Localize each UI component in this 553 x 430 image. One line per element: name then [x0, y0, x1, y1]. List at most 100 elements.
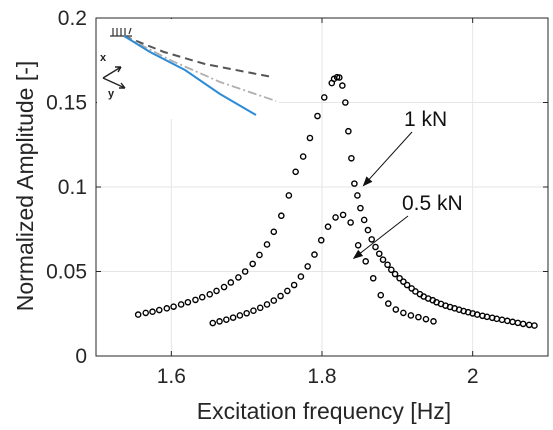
y-tick-label: 0.2: [58, 7, 87, 30]
inset-diagram: xy: [97, 19, 279, 119]
y-tick-label: 0.1: [58, 176, 87, 199]
data-point: [213, 287, 220, 295]
annotation-arrow: [352, 215, 409, 259]
series-2: [209, 211, 437, 327]
data-point: [284, 287, 291, 295]
annotation-label: 0.5 kN: [402, 192, 463, 215]
annotations: 1 kN 0.5 kN: [352, 108, 463, 259]
data-point: [243, 309, 250, 317]
data-point: [142, 309, 150, 317]
data-point: [375, 250, 383, 258]
y-tick-label: 0.15: [46, 92, 87, 115]
data-point: [351, 180, 358, 187]
data-point: [317, 236, 325, 244]
data-point: [198, 293, 206, 301]
data-point: [379, 256, 387, 263]
data-point: [155, 306, 163, 314]
data-point: [235, 274, 242, 281]
inset-background: [97, 19, 279, 119]
data-point: [369, 274, 377, 282]
data-point: [324, 223, 332, 231]
data-point: [263, 301, 271, 308]
data-point: [134, 311, 142, 318]
x-axis-title: Excitation frequency [Hz]: [197, 398, 451, 424]
data-point: [531, 322, 538, 329]
data-point: [292, 168, 299, 176]
data-point: [430, 318, 437, 325]
data-point: [332, 214, 339, 221]
data-point: [357, 204, 364, 212]
data-point: [509, 318, 516, 326]
data-point: [227, 279, 235, 286]
data-point: [177, 301, 185, 308]
clamp-support-icon: [110, 27, 132, 37]
data-point: [220, 283, 228, 291]
data-point: [372, 243, 379, 251]
annotation-arrow: [362, 131, 413, 187]
data-point: [354, 242, 362, 249]
data-point: [384, 261, 391, 269]
data-series: [134, 73, 538, 329]
data-point: [304, 263, 311, 270]
data-point: [345, 127, 352, 135]
inset-dashdot-line: [123, 35, 277, 102]
data-point: [360, 216, 368, 224]
data-point: [297, 273, 305, 280]
data-point: [206, 291, 214, 298]
data-point: [290, 281, 298, 289]
axis-ticks: 1.6 1.8 2 0 0.05 0.1 0.15 0.2: [46, 7, 548, 388]
data-point: [163, 305, 171, 312]
data-point: [270, 228, 278, 236]
data-point: [299, 153, 307, 160]
data-point: [396, 274, 403, 282]
data-point: [504, 317, 511, 325]
y-tick-label: 0: [75, 345, 87, 368]
data-point: [354, 192, 361, 199]
data-point: [368, 236, 376, 243]
x-tick-label: 1.6: [157, 365, 186, 388]
data-point: [384, 300, 392, 307]
data-point: [364, 226, 372, 234]
series-1: [134, 73, 538, 329]
data-point: [277, 292, 284, 300]
data-point: [320, 94, 328, 101]
data-point: [339, 82, 346, 89]
y-tick-label: 0.05: [46, 261, 87, 284]
data-point: [170, 303, 177, 310]
data-point: [400, 309, 407, 317]
data-point: [525, 321, 533, 329]
data-point: [306, 134, 314, 142]
y-axis-title: Normalized Amplitude [-]: [12, 61, 38, 312]
data-point: [347, 219, 354, 226]
data-point: [348, 154, 355, 162]
data-point: [415, 313, 422, 321]
data-point: [236, 312, 244, 319]
data-point: [519, 320, 527, 328]
data-point: [209, 319, 217, 327]
data-point: [392, 306, 400, 313]
inset-solid-line: [123, 35, 257, 116]
data-point: [498, 316, 506, 324]
data-point: [263, 241, 271, 248]
data-point: [241, 268, 249, 275]
data-point: [400, 278, 407, 285]
data-point: [256, 304, 264, 312]
data-point: [391, 270, 399, 278]
data-point: [362, 258, 369, 265]
data-point: [184, 298, 192, 306]
data-point: [311, 251, 318, 258]
data-point: [270, 297, 278, 304]
x-tick-label: 2: [467, 365, 479, 388]
data-point: [223, 316, 230, 323]
data-point: [342, 99, 349, 106]
data-point: [314, 112, 321, 120]
data-point: [149, 308, 156, 316]
coordinate-axes-icon: [102, 66, 126, 89]
data-point: [216, 318, 223, 325]
inset-y-label: y: [108, 88, 115, 100]
x-tick-label: 1.8: [307, 365, 336, 388]
annotation-label: 1 kN: [404, 108, 447, 131]
data-point: [192, 296, 199, 304]
